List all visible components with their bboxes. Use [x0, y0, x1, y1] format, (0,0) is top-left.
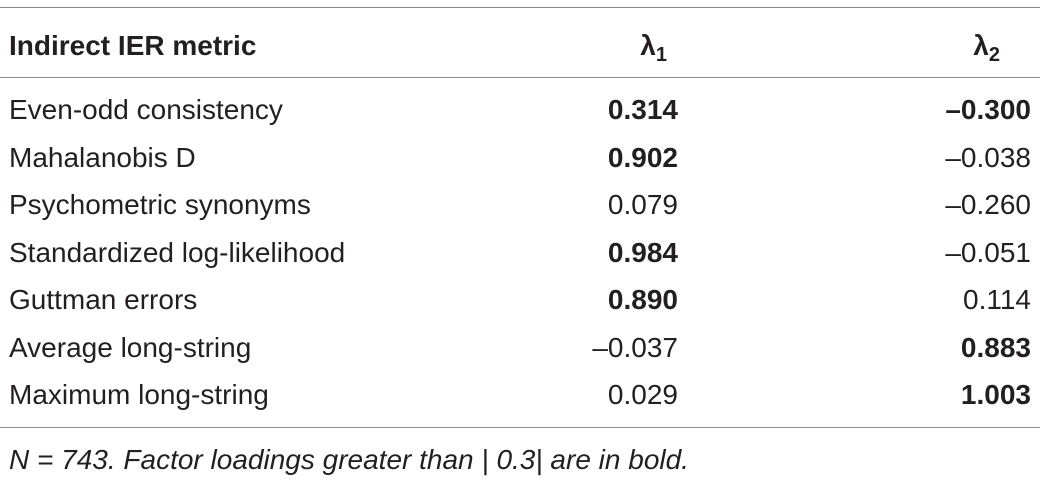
header-lambda2-subscript: 2	[988, 44, 1000, 66]
cell-lambda1: 0.314	[607, 94, 678, 125]
header-lambda2-symbol: λ	[973, 30, 989, 61]
cell-metric: Mahalanobis D	[9, 141, 196, 173]
header-metric: Indirect IER metric	[9, 30, 257, 61]
cell-lambda1: 0.984	[607, 236, 678, 268]
cell-lambda1: 0.890	[607, 284, 678, 315]
table-body: Even-odd consistency 0.314 –0.300 Mahalanob…	[0, 88, 1040, 421]
cell-metric: Even-odd consistency	[9, 94, 283, 125]
cell-metric: Guttman errors	[9, 284, 198, 315]
cell-lambda1: 0.029	[607, 379, 678, 410]
table-header-row: Indirect IER metric λ1 λ2	[0, 7, 1040, 77]
cell-metric: Standardized log-likelihood	[9, 236, 346, 268]
cell-lambda2: 0.114	[963, 284, 1031, 315]
cell-lambda2: –0.038	[945, 141, 1031, 173]
cell-lambda2: 1.003	[960, 379, 1031, 410]
cell-lambda2: –0.260	[945, 189, 1031, 220]
cell-metric: Psychometric synonyms	[9, 189, 311, 220]
cell-lambda2: –0.300	[945, 94, 1031, 125]
cell-metric: Maximum long-string	[9, 379, 269, 410]
cell-lambda2: –0.051	[945, 236, 1031, 268]
table-note: N = 743. Factor loadings greater than | …	[9, 444, 689, 475]
header-lambda1-subscript: 1	[655, 44, 667, 66]
cell-lambda2: 0.883	[960, 331, 1031, 363]
header-lambda1: λ1	[640, 29, 667, 66]
table-row: Standardized log-likelihood 0.984 –0.051	[0, 231, 1040, 279]
cell-lambda1: –0.037	[592, 331, 678, 363]
table-row: Average long-string –0.037 0.883	[0, 326, 1040, 374]
table-top-rule	[0, 7, 1040, 8]
cell-lambda1: 0.902	[607, 141, 678, 173]
table-row: Guttman errors 0.890 0.114	[0, 278, 1040, 326]
table-row: Maximum long-string 0.029 1.003	[0, 373, 1040, 421]
cell-metric: Average long-string	[9, 331, 252, 363]
table-header-rule	[0, 77, 1040, 78]
table-row: Mahalanobis D 0.902 –0.038	[0, 136, 1040, 184]
header-lambda2: λ2	[973, 29, 1000, 66]
header-lambda1-symbol: λ	[640, 30, 656, 61]
table-row: Psychometric synonyms 0.079 –0.260	[0, 183, 1040, 231]
table-bottom-rule	[0, 427, 1040, 428]
cell-lambda1: 0.079	[607, 189, 678, 220]
table-row: Even-odd consistency 0.314 –0.300	[0, 88, 1040, 136]
